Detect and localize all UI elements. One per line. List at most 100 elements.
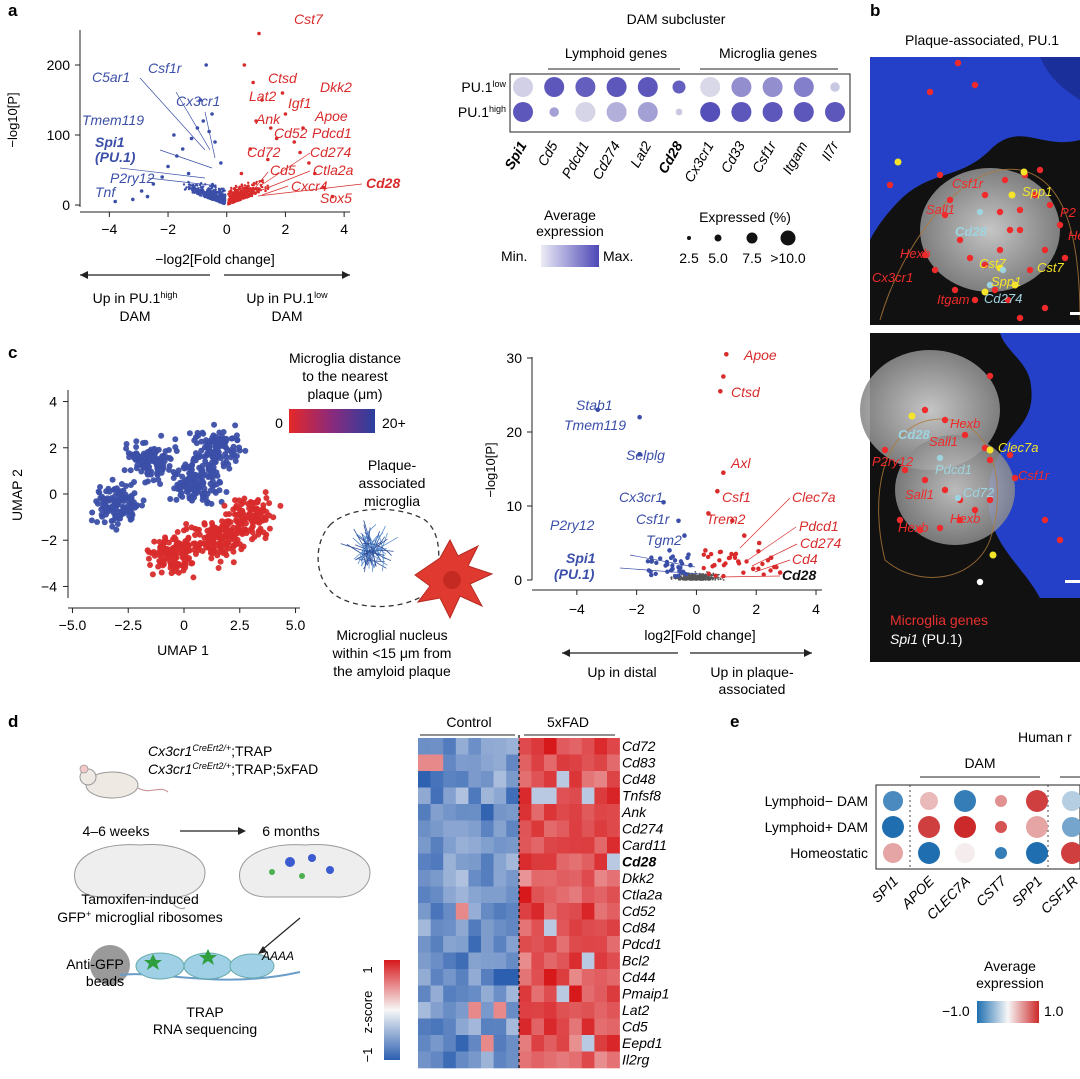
- dotplot-gene-label: Pdcd1: [558, 139, 592, 181]
- a-point: [251, 193, 254, 196]
- b-red-dot: [986, 456, 994, 464]
- heatmap-cell: [518, 919, 532, 937]
- b-cyan-dot: [954, 494, 962, 502]
- a-left-gene-label: Tmem119: [82, 112, 144, 128]
- e-legend-title-1: Average: [984, 958, 1036, 974]
- heatmap-cell: [544, 1051, 557, 1069]
- umap-point: [249, 523, 256, 530]
- heatmap-cell: [518, 1018, 532, 1036]
- heatmap-cell: [531, 787, 545, 805]
- umap-ytick-label: −4: [41, 578, 57, 594]
- heatmap-cell: [569, 903, 583, 920]
- heatmap-cell: [544, 886, 557, 904]
- a-point: [245, 189, 249, 192]
- heatmap-cell: [455, 754, 469, 772]
- c-bg-point: [678, 577, 681, 580]
- heatmap-cell: [443, 985, 457, 1003]
- a-point-key: [145, 194, 150, 199]
- heatmap-cell: [443, 804, 457, 821]
- a-point: [237, 186, 241, 190]
- trap-label: TRAP: [186, 1004, 223, 1020]
- a-point: [211, 196, 215, 200]
- umap-point: [223, 489, 230, 496]
- heatmap-cell: [468, 804, 482, 821]
- a-point: [191, 191, 194, 194]
- umap-point: [219, 523, 226, 530]
- c-arrow-right-label-1: Up in plaque-: [710, 664, 794, 680]
- c-right-gene-label: Clec7a: [792, 489, 836, 505]
- c-point-extra: [649, 572, 654, 578]
- umap-point: [121, 467, 128, 474]
- umap-point: [196, 541, 203, 548]
- dotplot-dot: [762, 77, 783, 97]
- heatmap-cell: [455, 903, 469, 920]
- heatmap-cell: [594, 919, 608, 937]
- heatmap-cell: [581, 837, 595, 854]
- umap-point: [109, 476, 116, 483]
- b-red-dot: [1041, 246, 1049, 254]
- heatmap-cell: [506, 1051, 520, 1069]
- e-legend-gradient: [977, 1001, 1039, 1023]
- b-top-gene-label: Sall1: [926, 202, 955, 217]
- umap-point: [183, 464, 190, 471]
- legend-size-title: Expressed (%): [699, 209, 791, 225]
- umap-point: [210, 482, 217, 489]
- c-point: [667, 548, 672, 553]
- a-point: [255, 180, 258, 184]
- a-points: [113, 31, 335, 206]
- c-point: [721, 374, 726, 379]
- umap-point: [140, 497, 147, 504]
- dotplot-dot: [672, 80, 686, 94]
- a-left-gene-label: P2ry12: [110, 170, 155, 186]
- heatmap-cell: [493, 804, 507, 821]
- heatmap-cell: [531, 1035, 545, 1052]
- umap-point: [155, 563, 162, 570]
- heatmap-cell: [581, 771, 595, 788]
- panel-label-e: e: [730, 712, 739, 731]
- heatmap-cell: [418, 754, 431, 772]
- a-point: [221, 190, 224, 193]
- a-ytick-label: 0: [62, 197, 70, 213]
- c-point: [703, 548, 708, 553]
- a-point-key: [213, 140, 217, 144]
- heatmap-cell: [581, 1051, 595, 1069]
- c-xtick-label: −2: [629, 601, 645, 617]
- heatmap-cell: [493, 1018, 507, 1036]
- b-red-dot: [926, 88, 934, 96]
- umap-ytick-label: 4: [49, 394, 57, 410]
- umap-point: [266, 500, 273, 507]
- a-point: [219, 191, 222, 194]
- b-legend-microglia: Microglia genes: [890, 612, 988, 628]
- umap-point: [99, 513, 106, 520]
- heatmap-cell: [544, 1018, 557, 1036]
- heatmap-cell: [443, 936, 457, 953]
- heatmap-cell: [518, 1051, 532, 1069]
- umap-point: [88, 517, 95, 524]
- heatmap-cell: [443, 870, 457, 887]
- umap-point: [203, 544, 210, 551]
- e-dots: [882, 790, 1080, 864]
- heatmap-cell: [506, 1018, 520, 1036]
- heatmap-cell: [418, 1051, 431, 1069]
- c-point-extra: [657, 556, 663, 561]
- heatmap-gene-labels: Cd72Cd83Cd48Tnfsf8AnkCd274Card11Cd28Dkk2…: [621, 738, 669, 1068]
- a-point: [204, 192, 207, 196]
- a-point: [247, 184, 250, 188]
- umap-point: [198, 466, 205, 473]
- heatmap-cell: [506, 771, 520, 788]
- c-point-extra: [768, 568, 773, 573]
- schematic-title-2: associated: [359, 475, 426, 491]
- c-bg-point: [722, 579, 725, 581]
- umap-point: [117, 512, 124, 519]
- heatmap-cell: [455, 771, 469, 788]
- umap-xtick-label: 0: [180, 617, 188, 633]
- b-cyan-dot: [936, 454, 944, 462]
- a-point: [234, 184, 238, 188]
- a-point: [194, 184, 198, 187]
- umap-point: [230, 542, 237, 549]
- fibril: [361, 534, 373, 566]
- umap-point: [223, 511, 230, 518]
- heatmap-cell: [506, 804, 520, 821]
- a-point: [229, 198, 233, 202]
- heatmap-cell: [518, 820, 532, 838]
